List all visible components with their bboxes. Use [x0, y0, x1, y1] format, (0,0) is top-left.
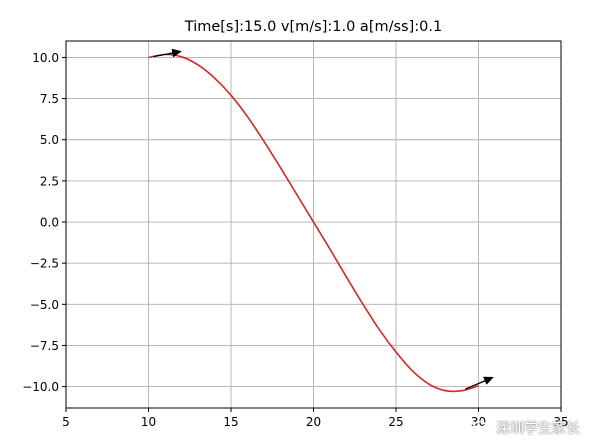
- arrow-shaft: [153, 52, 173, 58]
- x-tick-label: 15: [223, 415, 238, 429]
- y-tick-label: −7.5: [30, 339, 59, 353]
- grid: [65, 41, 562, 408]
- watermark-text: 深圳学生家长: [496, 421, 580, 437]
- series-line: [148, 53, 479, 393]
- axis-ticks: 5 10 15 20 25 30 3510.07.55.02.50.0−2.5−5.0−7.…: [22, 51, 568, 429]
- x-tick-label: 20: [306, 415, 321, 429]
- wechat-icon: [473, 420, 491, 435]
- arrow-head: [483, 376, 494, 385]
- y-tick-label: 10.0: [32, 51, 59, 65]
- y-tick-label: −10.0: [22, 380, 59, 394]
- y-tick-label: 0.0: [40, 216, 59, 230]
- series-layer: [148, 53, 479, 393]
- y-tick-label: 5.0: [40, 133, 59, 147]
- arrow-head: [171, 48, 183, 58]
- x-tick-label: 25: [388, 415, 403, 429]
- chart-title: Time[s]:15.0 v[m/s]:1.0 a[m/ss]:0.1: [184, 19, 442, 35]
- arrow-layer: [153, 48, 494, 390]
- x-tick-label: 10: [141, 415, 156, 429]
- x-tick-label: 35: [553, 415, 568, 429]
- arrow-shaft: [465, 380, 486, 390]
- y-tick-label: 2.5: [40, 174, 59, 188]
- y-tick-label: −5.0: [30, 298, 59, 312]
- y-tick-label: −2.5: [30, 257, 59, 271]
- x-tick-label: 5: [62, 415, 70, 429]
- watermark: 深圳学生家长: [473, 418, 580, 438]
- y-tick-label: 7.5: [40, 92, 59, 106]
